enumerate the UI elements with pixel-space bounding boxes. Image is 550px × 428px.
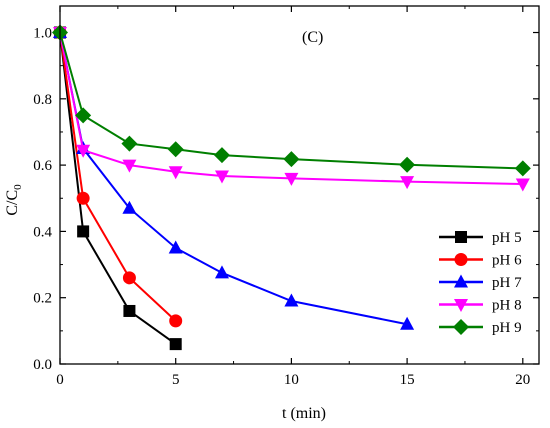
data-point: [167, 141, 184, 158]
data-point: [122, 159, 137, 173]
x-axis-title: t (min): [282, 405, 326, 422]
data-point: [214, 265, 229, 279]
legend-item: pH 5: [439, 230, 522, 246]
legend-marker: [454, 274, 468, 288]
legend-marker: [455, 231, 467, 243]
legend-label: pH 9: [492, 320, 522, 336]
data-point: [400, 176, 415, 190]
data-point: [284, 293, 299, 307]
legend-item: pH 8: [439, 298, 522, 314]
legend-label: pH 6: [492, 253, 522, 269]
data-point: [168, 240, 183, 254]
legend-label: pH 8: [492, 298, 522, 314]
data-point: [400, 316, 415, 330]
legend-item: pH 7: [439, 274, 522, 291]
series-line: [59, 32, 177, 345]
y-tick-label: 0.6: [33, 158, 52, 174]
tick-labels: 0 5 10 15 20 0.0 0.2 0.4 0.6 0.8 1.0: [33, 26, 530, 388]
x-tick-label: 20: [515, 372, 530, 388]
series-line: [59, 32, 177, 322]
data-point: [121, 135, 138, 152]
data-point: [169, 314, 183, 328]
data-point: [123, 304, 136, 317]
x-tick-label: 5: [172, 372, 180, 388]
y-axis-title-subscript: 0: [12, 184, 24, 190]
legend-item: pH 6: [439, 253, 522, 269]
plot-frame: [59, 5, 540, 365]
data-point: [169, 338, 182, 351]
legend: pH 5 pH 6 pH 7 pH 8 pH 9: [439, 230, 522, 336]
data-point: [77, 225, 90, 238]
legend-marker: [453, 319, 469, 335]
series-5: [52, 24, 531, 177]
y-tick-label: 0.8: [33, 92, 52, 108]
data-point: [515, 178, 530, 192]
data-point: [122, 271, 136, 285]
data-point: [168, 166, 183, 180]
data-point: [399, 156, 416, 173]
legend-item: pH 9: [439, 319, 522, 336]
y-axis-title: C/C0: [4, 184, 24, 216]
legend-label: pH 7: [492, 275, 522, 291]
series-2: [53, 26, 183, 328]
series-layer: [52, 24, 531, 351]
series-1: [54, 26, 182, 351]
data-point: [75, 107, 92, 124]
data-point: [283, 151, 300, 168]
y-tick-label: 1.0: [33, 26, 52, 42]
data-point: [514, 160, 531, 177]
data-point: [284, 172, 299, 186]
x-tick-label: 10: [284, 372, 299, 388]
data-point: [214, 170, 229, 184]
data-point: [213, 147, 230, 164]
legend-marker: [454, 299, 468, 312]
data-point: [122, 200, 137, 214]
data-point: [76, 144, 91, 158]
legend-label: pH 5: [492, 230, 522, 246]
y-tick-label: 0.0: [33, 357, 52, 373]
x-tick-label: 15: [400, 372, 415, 388]
y-tick-label: 0.4: [33, 224, 52, 240]
data-point: [76, 191, 90, 205]
x-tick-label: 0: [56, 372, 64, 388]
legend-marker: [454, 253, 468, 266]
series-line: [59, 32, 523, 170]
y-tick-label: 0.2: [33, 291, 52, 307]
y-axis-title-main: C/C: [4, 190, 21, 216]
panel-label: (C): [302, 29, 323, 46]
series-line: [59, 32, 523, 186]
